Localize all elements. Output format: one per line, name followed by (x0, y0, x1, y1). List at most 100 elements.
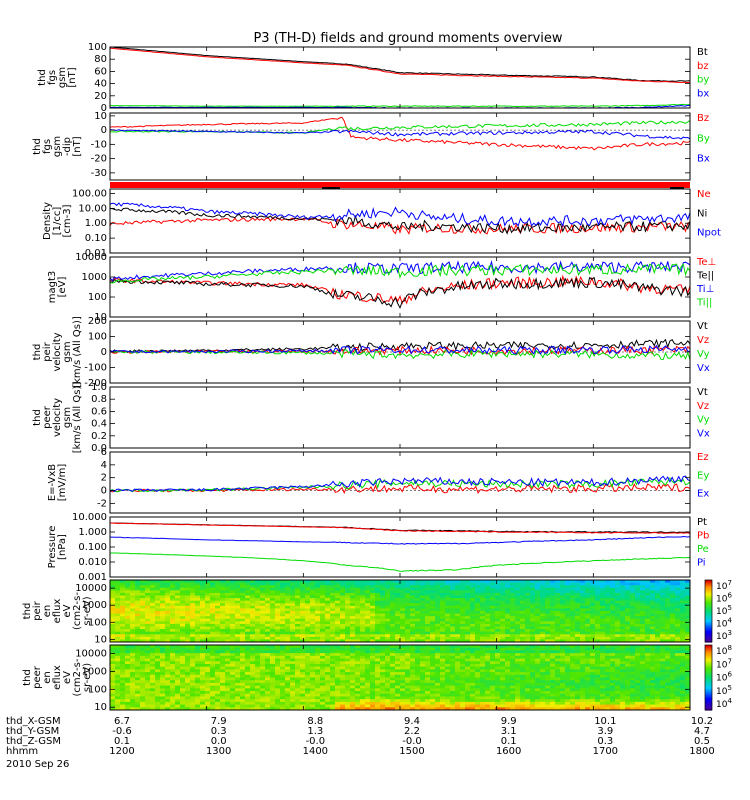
spectrogram-cell (395, 647, 401, 651)
spectrogram-cell (470, 585, 476, 589)
spectrogram-cell (570, 598, 576, 602)
spectrogram-cell (340, 653, 346, 657)
spectrogram-cell (465, 653, 471, 657)
spectrogram-cell (455, 608, 461, 612)
spectrogram-cell (510, 598, 516, 602)
spectrogram-cell (300, 682, 306, 687)
spectrogram-cell (640, 631, 646, 635)
spectrogram-cell (560, 626, 566, 630)
spectrogram-cell (410, 666, 416, 670)
spectrogram-cell (335, 629, 341, 633)
spectrogram-cell (260, 672, 266, 676)
spectrogram-cell (625, 590, 631, 594)
spectrogram-cell (360, 582, 366, 586)
spectrogram-cell (320, 658, 326, 662)
spectrogram-cell (515, 595, 521, 599)
spectrogram-cell (495, 616, 501, 620)
spectrogram-cell (405, 677, 411, 681)
spectrogram-cell (360, 685, 366, 689)
spectrogram-cell (345, 663, 351, 668)
spectrogram-cell (450, 655, 456, 660)
spectrogram-cell (630, 636, 636, 640)
spectrogram-cell (215, 592, 221, 596)
spectrogram-cell (380, 580, 386, 584)
spectrogram-cell (555, 587, 561, 591)
spectrogram-cell (590, 603, 596, 607)
spectrogram-cell (665, 605, 671, 609)
spectrogram-cell (385, 682, 391, 687)
spectrogram-cell (420, 682, 426, 687)
spectrogram-cell (385, 600, 391, 604)
spectrogram-cell (140, 661, 146, 665)
spectrogram-cell (590, 611, 596, 615)
spectrogram-cell (205, 600, 211, 604)
spectrogram-cell (465, 626, 471, 630)
spectrogram-cell (375, 663, 381, 668)
spectrogram-cell (650, 629, 656, 633)
spectrogram-cell (345, 685, 351, 689)
spectrogram-cell (660, 605, 666, 609)
y-axis-label-line: fgs (47, 70, 58, 85)
spectrogram-cell (460, 587, 466, 591)
spectrogram-cell (325, 582, 331, 586)
spectrogram-cell (115, 650, 121, 654)
spectrogram-cell (350, 600, 356, 604)
y-axis-label-line: gsm (62, 341, 73, 362)
spectrogram-cell (220, 677, 226, 681)
spectrogram-cell (120, 613, 126, 617)
spectrogram-cell (480, 626, 486, 630)
spectrogram-cell (130, 645, 136, 649)
spectrogram-cell (410, 693, 416, 697)
spectrogram-cell (455, 645, 461, 649)
colorbar-step (705, 595, 712, 598)
spectrogram-cell (205, 650, 211, 654)
spectrogram-cell (355, 669, 361, 673)
spectrogram-cell (120, 663, 126, 668)
spectrogram-cell (245, 616, 251, 620)
spectrogram-cell (390, 701, 396, 706)
spectrogram-cell (410, 631, 416, 635)
spectrogram-cell (320, 623, 326, 627)
spectrogram-cell (265, 626, 271, 630)
spectrogram-cell (580, 626, 586, 630)
spectrogram-cell (355, 603, 361, 607)
spectrogram-cell (200, 616, 206, 620)
spectrogram-cell (370, 626, 376, 630)
spectrogram-cell (595, 580, 601, 584)
spectrogram-cell (400, 674, 406, 678)
spectrogram-cell (190, 647, 196, 651)
spectrogram-cell (640, 590, 646, 594)
spectrogram-cell (150, 626, 156, 630)
spectrogram-cell (270, 674, 276, 678)
spectrogram-cell (350, 582, 356, 586)
spectrogram-cell (425, 658, 431, 662)
spectrogram-cell (295, 650, 301, 654)
spectrogram-cell (270, 655, 276, 660)
spectrogram-cell (610, 590, 616, 594)
spectrogram-cell (645, 582, 651, 586)
spectrogram-cell (470, 631, 476, 635)
spectrogram-cell (310, 585, 316, 589)
y-axis-label-line: en (42, 605, 53, 618)
spectrogram-cell (405, 696, 411, 700)
y-tick-label: -10 (91, 139, 107, 150)
spectrogram-cell (200, 595, 206, 599)
spectrogram-cell (375, 655, 381, 660)
spectrogram-cell (120, 672, 126, 676)
spectrogram-cell (180, 621, 186, 625)
spectrogram-cell (600, 611, 606, 615)
spectrogram-cell (145, 603, 151, 607)
spectrogram-cell (155, 691, 161, 695)
spectrogram-cell (585, 600, 591, 604)
spectrogram-cell (360, 603, 366, 607)
spectrogram-cell (295, 585, 301, 589)
spectrogram-cell (470, 629, 476, 633)
spectrogram-cell (460, 626, 466, 630)
spectrogram-cell (240, 680, 246, 684)
spectrogram-cell (215, 645, 221, 649)
spectrogram-cell (115, 677, 121, 681)
spectrogram-cell (245, 595, 251, 599)
spectrogram-cell (285, 666, 291, 670)
spectrogram-cell (170, 680, 176, 684)
spectrogram-cell (430, 701, 436, 706)
